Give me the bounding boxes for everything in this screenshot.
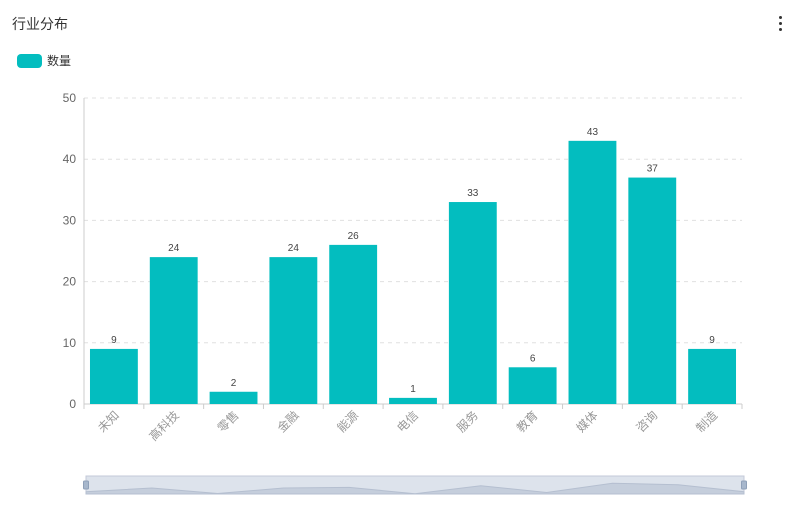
y-tick-label: 10 bbox=[63, 336, 77, 350]
panel-title: 行业分布 bbox=[12, 16, 68, 32]
data-zoom-slider[interactable] bbox=[83, 475, 747, 495]
x-tick-label: 咨询 bbox=[633, 408, 661, 436]
y-tick-label: 50 bbox=[63, 91, 77, 105]
bar bbox=[269, 257, 318, 404]
y-tick-label: 20 bbox=[63, 275, 77, 289]
x-tick-label: 能源 bbox=[334, 408, 361, 435]
x-tick-label: 媒体 bbox=[574, 408, 601, 435]
bar bbox=[568, 140, 617, 404]
bar bbox=[448, 202, 497, 404]
bar bbox=[329, 244, 378, 404]
legend-swatch bbox=[17, 53, 42, 68]
x-tick-label: 教育 bbox=[513, 408, 541, 436]
bar-value-label: 26 bbox=[348, 231, 360, 242]
x-tick-label: 服务 bbox=[453, 408, 481, 436]
x-tick-label: 高科技 bbox=[146, 408, 182, 444]
bar-value-label: 9 bbox=[111, 335, 117, 346]
x-tick-label: 电信 bbox=[394, 408, 421, 435]
data-zoom-handle-right[interactable] bbox=[741, 480, 747, 490]
y-tick-label: 40 bbox=[63, 152, 77, 166]
bar-value-label: 9 bbox=[709, 335, 715, 346]
data-zoom-preview bbox=[85, 482, 745, 495]
bar bbox=[508, 367, 557, 404]
legend-item-quantity[interactable]: 数量 bbox=[17, 52, 71, 69]
x-tick-label: 金融 bbox=[274, 408, 302, 436]
bar-value-label: 43 bbox=[587, 127, 599, 138]
bar-value-label: 24 bbox=[288, 243, 300, 254]
bar-value-label: 33 bbox=[467, 188, 479, 199]
bar bbox=[89, 348, 138, 404]
more-vertical-icon[interactable] bbox=[774, 12, 786, 34]
x-tick-label: 零售 bbox=[214, 408, 242, 436]
x-tick-label: 未知 bbox=[95, 408, 122, 435]
y-tick-label: 30 bbox=[63, 213, 77, 227]
legend-label: 数量 bbox=[47, 54, 72, 68]
y-tick-label: 0 bbox=[69, 397, 76, 411]
bar bbox=[149, 257, 198, 404]
bar bbox=[389, 397, 437, 404]
bar-value-label: 24 bbox=[168, 243, 180, 254]
bar-value-label: 37 bbox=[647, 164, 659, 175]
bar bbox=[628, 177, 677, 404]
data-zoom-handle-left[interactable] bbox=[83, 480, 89, 490]
bar-value-label: 2 bbox=[231, 378, 237, 389]
bar-value-label: 1 bbox=[410, 384, 416, 395]
x-tick-label: 制造 bbox=[693, 408, 720, 435]
bar-value-label: 6 bbox=[530, 353, 536, 364]
bar bbox=[209, 391, 258, 404]
bar bbox=[688, 348, 737, 404]
